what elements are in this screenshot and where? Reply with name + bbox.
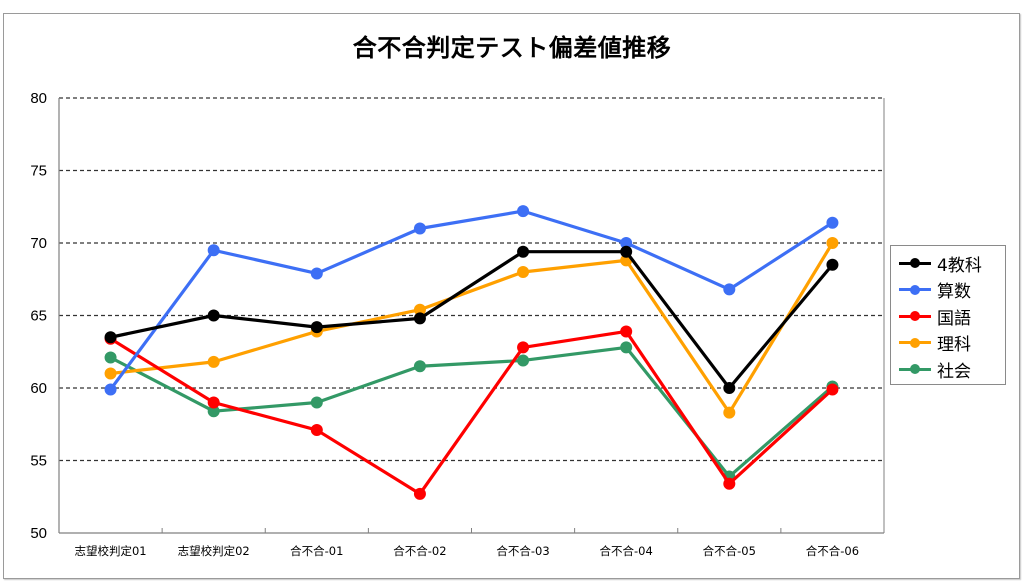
legend-item[interactable]: 算数 xyxy=(899,277,1005,304)
data-point-marker[interactable] xyxy=(310,396,323,409)
y-tick-label: 75 xyxy=(30,163,47,180)
data-point-marker[interactable] xyxy=(826,237,839,249)
series-line xyxy=(109,345,834,479)
data-point-marker[interactable] xyxy=(826,258,839,271)
y-tick-label: 65 xyxy=(30,308,47,325)
y-tick-label: 80 xyxy=(30,90,47,107)
y-tick-label: 50 xyxy=(30,525,47,542)
legend-line-marker-icon xyxy=(899,256,931,270)
data-point-marker[interactable] xyxy=(517,341,530,354)
legend-line-marker-icon xyxy=(899,283,931,297)
data-point-marker[interactable] xyxy=(207,405,220,418)
series-line xyxy=(109,329,834,496)
x-tick-label: 合不合-05 xyxy=(703,544,756,558)
data-point-marker[interactable] xyxy=(413,360,426,373)
series-line xyxy=(110,242,834,415)
data-point-marker[interactable] xyxy=(413,487,426,500)
legend-item[interactable]: 理科 xyxy=(899,330,1005,357)
series-1 xyxy=(104,205,839,396)
x-tick-label: 志望校判定02 xyxy=(178,544,250,558)
data-point-marker[interactable] xyxy=(517,245,530,258)
legend-label: 国語 xyxy=(937,308,971,329)
x-tick-label: 合不合-02 xyxy=(393,544,446,558)
legend-item[interactable]: 国語 xyxy=(899,303,1005,330)
data-point-marker[interactable] xyxy=(620,341,633,354)
legend-item[interactable]: 社会 xyxy=(899,356,1005,383)
data-point-marker[interactable] xyxy=(826,216,839,229)
data-point-marker[interactable] xyxy=(517,266,530,278)
series-line xyxy=(109,209,834,391)
data-point-marker[interactable] xyxy=(413,303,426,316)
data-point-marker[interactable] xyxy=(310,267,323,280)
data-point-marker[interactable] xyxy=(723,283,736,296)
legend-label: 4教科 xyxy=(937,255,982,276)
data-point-marker[interactable] xyxy=(620,237,633,249)
y-tick-label: 70 xyxy=(30,235,47,252)
legend-line-marker-icon xyxy=(899,309,931,323)
series-0 xyxy=(104,245,839,394)
data-point-marker[interactable] xyxy=(723,406,736,419)
y-axis-tick-labels: 80 75 70 65 60 55 50 xyxy=(30,90,47,542)
x-tick-label: 合不合-04 xyxy=(600,544,653,558)
chart-frame xyxy=(3,13,1020,579)
legend-item[interactable]: 4教科 xyxy=(899,250,1005,277)
x-tick-label: 合不合-01 xyxy=(290,544,343,558)
data-point-marker[interactable] xyxy=(207,355,220,368)
legend-line-marker-icon xyxy=(899,336,931,350)
legend-label: 社会 xyxy=(937,361,971,382)
chart-legend: 4教科算数国語理科社会 xyxy=(890,245,1006,385)
data-point-marker[interactable] xyxy=(413,312,426,325)
x-tick-label: 合不合-06 xyxy=(806,544,859,558)
chart-title: 合不合判定テスト偏差値推移 xyxy=(352,34,672,62)
y-tick-label: 55 xyxy=(30,453,47,470)
data-series xyxy=(104,205,839,500)
data-point-marker[interactable] xyxy=(310,321,323,334)
x-tick-label: 志望校判定01 xyxy=(74,544,146,558)
legend-label: 算数 xyxy=(937,282,971,303)
data-point-marker[interactable] xyxy=(104,351,117,364)
data-point-marker[interactable] xyxy=(723,477,736,490)
data-point-marker[interactable] xyxy=(104,331,117,344)
data-point-marker[interactable] xyxy=(207,309,220,322)
y-tick-label: 60 xyxy=(30,380,47,397)
data-point-marker[interactable] xyxy=(207,396,220,409)
data-point-marker[interactable] xyxy=(620,325,633,338)
legend-line-marker-icon xyxy=(899,362,931,376)
axes xyxy=(58,98,885,534)
data-point-marker[interactable] xyxy=(723,382,736,394)
data-point-marker[interactable] xyxy=(517,205,530,218)
data-point-marker[interactable] xyxy=(310,424,323,437)
x-axis-tick-labels: 志望校判定01 志望校判定02 合不合-01 合不合-02 合不合-03 合不合-04 合不… xyxy=(74,544,859,558)
gridlines xyxy=(59,97,884,462)
x-tick-label: 合不合-03 xyxy=(496,544,549,558)
data-point-marker[interactable] xyxy=(620,245,633,258)
legend-label: 理科 xyxy=(937,335,971,356)
series-4 xyxy=(104,341,839,483)
data-point-marker[interactable] xyxy=(517,354,530,367)
data-point-marker[interactable] xyxy=(413,222,426,235)
data-point-marker[interactable] xyxy=(104,367,117,380)
data-point-marker[interactable] xyxy=(826,383,839,396)
data-point-marker[interactable] xyxy=(207,244,220,257)
data-point-marker[interactable] xyxy=(104,383,117,396)
series-line xyxy=(110,250,834,390)
